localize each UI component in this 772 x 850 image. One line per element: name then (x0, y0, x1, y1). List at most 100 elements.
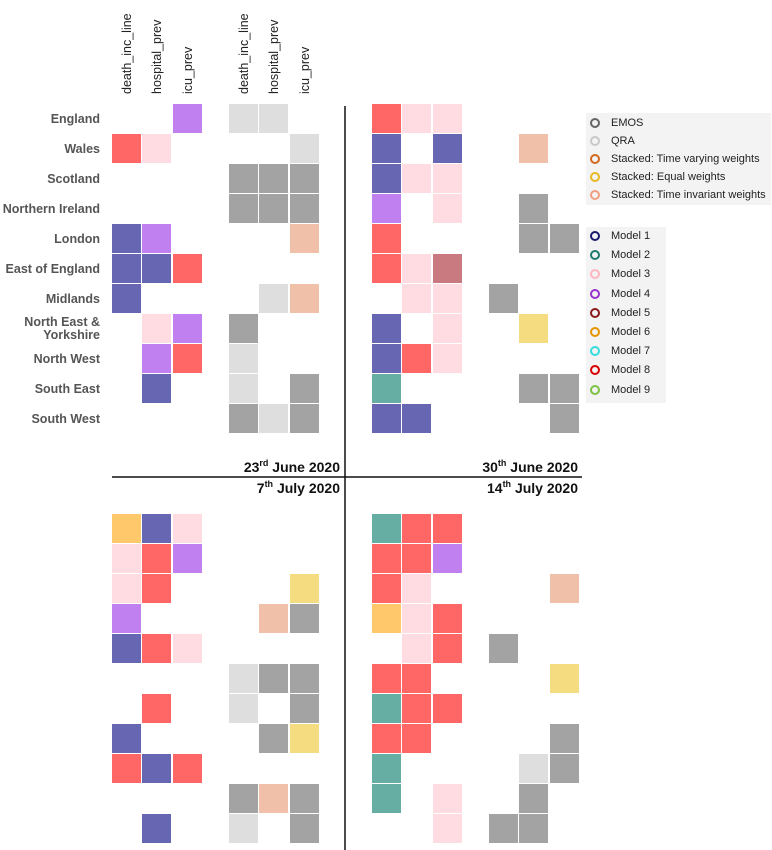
heatmap-cell (229, 784, 258, 813)
heatmap-cell (142, 634, 171, 663)
heatmap-cell (290, 784, 319, 813)
heatmap-cell (259, 284, 288, 313)
heatmap-cell (402, 544, 431, 573)
heatmap-cell (290, 194, 319, 223)
heatmap-cell (112, 604, 141, 633)
heatmap-cell (550, 374, 579, 403)
heatmap-cell (372, 134, 401, 163)
heatmap-cell (372, 404, 401, 433)
heatmap-cell (142, 814, 171, 843)
heatmap-cell (290, 724, 319, 753)
heatmap-cell (402, 514, 431, 543)
heatmap-cell (519, 374, 548, 403)
heatmap-cell (229, 404, 258, 433)
row-label: England (51, 112, 100, 126)
heatmap-cell (402, 664, 431, 693)
heatmap-cell (142, 224, 171, 253)
legend-label: Stacked: Time invariant weights (611, 189, 766, 201)
column-label: icu_prev (298, 46, 312, 94)
heatmap-cell (259, 404, 288, 433)
heatmap-cell (173, 754, 202, 783)
legend-item: Model 8 (590, 364, 650, 376)
heatmap-cell (229, 314, 258, 343)
legend-item: Model 4 (590, 288, 650, 300)
legend-item: Stacked: Time varying weights (590, 153, 760, 165)
heatmap-cell (173, 514, 202, 543)
heatmap-cell (402, 694, 431, 723)
heatmap-cell (112, 574, 141, 603)
heatmap-cell (402, 724, 431, 753)
legend-item: Model 7 (590, 345, 650, 357)
method-legend: EMOS QRA Stacked: Time varying weights Stac… (586, 113, 771, 205)
heatmap-cell (112, 284, 141, 313)
heatmap-cell (112, 724, 141, 753)
heatmap-cells (112, 104, 579, 843)
heatmap-cell (550, 724, 579, 753)
legend-marker-icon (590, 250, 600, 261)
heatmap-cell (433, 134, 462, 163)
heatmap-cell (290, 664, 319, 693)
row-label: South East (35, 382, 101, 396)
legend-label: Model 4 (611, 287, 651, 300)
heatmap-cell (290, 604, 319, 633)
legend-marker-icon (590, 136, 600, 146)
heatmap-cell (372, 104, 401, 133)
row-label: North East & Yorkshire (24, 315, 100, 342)
heatmap-cell (519, 314, 548, 343)
column-labels: death_inc_line hospital_prev icu_prev death… (120, 13, 312, 94)
heatmap-cell (229, 814, 258, 843)
heatmap-cell (433, 104, 462, 133)
heatmap-cell (290, 284, 319, 313)
legend-item: Stacked: Time invariant weights (590, 189, 766, 201)
heatmap-cell (402, 634, 431, 663)
heatmap-cell (290, 814, 319, 843)
heatmap-cell (259, 164, 288, 193)
heatmap-cell (259, 104, 288, 133)
heatmap-cell (290, 374, 319, 403)
legend-label: Model 8 (611, 364, 651, 377)
legend-marker-icon (590, 231, 600, 241)
legend-marker-icon (590, 288, 600, 299)
legend-item: Model 9 (590, 384, 650, 396)
heatmap-cell (550, 664, 579, 693)
heatmap-cell (519, 134, 548, 163)
row-label: South West (31, 412, 100, 426)
heatmap-cell (372, 164, 401, 193)
heatmap-cell (550, 574, 579, 603)
heatmap-cell (290, 694, 319, 723)
heatmap-cell (142, 254, 171, 283)
heatmap-cell (372, 224, 401, 253)
heatmap-cell (290, 574, 319, 603)
heatmap-cell (229, 344, 258, 373)
legend-label: EMOS (611, 117, 644, 129)
heatmap-cell (402, 404, 431, 433)
legend-marker-icon (590, 118, 600, 128)
heatmap-cell (433, 694, 462, 723)
heatmap-cell (112, 514, 141, 543)
heatmap-cell (229, 694, 258, 723)
heatmap-cell (142, 574, 171, 603)
legend-item: EMOS (590, 117, 643, 129)
heatmap-cell (433, 544, 462, 573)
heatmap-cell (173, 104, 202, 133)
heatmap-cell (372, 194, 401, 223)
legend-label: Stacked: Equal weights (611, 171, 726, 183)
legend-item: Model 6 (590, 326, 650, 338)
legend-label: Model 2 (611, 249, 651, 262)
legend-label: Model 1 (611, 230, 651, 242)
heatmap-cell (290, 224, 319, 253)
panel-date: 7th July 2020 (257, 479, 340, 496)
heatmap-cell (229, 374, 258, 403)
heatmap-cell (142, 374, 171, 403)
legend-item: Model 5 (590, 307, 650, 319)
heatmap-cell (433, 784, 462, 813)
heatmap-cell (142, 754, 171, 783)
heatmap-cell (519, 784, 548, 813)
row-label: Wales (64, 142, 100, 156)
heatmap-cell (433, 284, 462, 313)
heatmap-cell (173, 634, 202, 663)
heatmap-cell (402, 254, 431, 283)
row-label: London (54, 232, 100, 246)
legend-label: Stacked: Time varying weights (611, 153, 760, 165)
row-label: Scotland (47, 172, 100, 186)
